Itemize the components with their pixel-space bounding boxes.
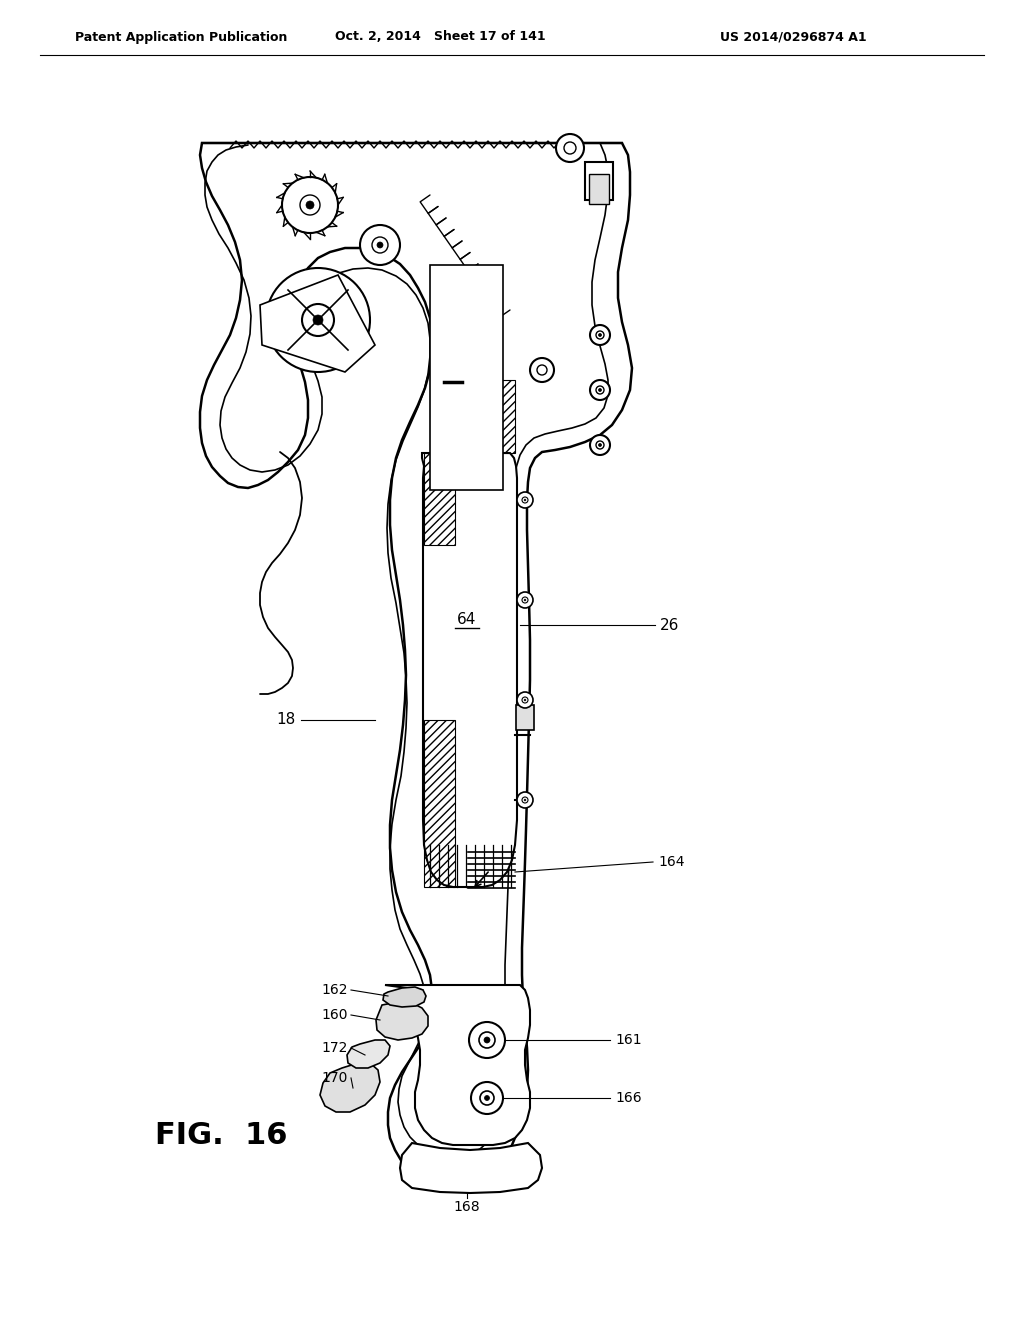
Bar — [589, 174, 609, 205]
Circle shape — [372, 238, 388, 253]
Polygon shape — [319, 1063, 380, 1111]
Text: 18: 18 — [276, 713, 296, 727]
Polygon shape — [400, 1143, 542, 1193]
Circle shape — [556, 135, 584, 162]
Circle shape — [522, 597, 528, 603]
Bar — [430, 265, 503, 490]
Circle shape — [596, 385, 604, 393]
Circle shape — [596, 331, 604, 339]
Circle shape — [480, 1092, 494, 1105]
Circle shape — [598, 334, 601, 337]
Circle shape — [377, 242, 383, 248]
Polygon shape — [422, 453, 517, 887]
Text: 160: 160 — [322, 1008, 348, 1022]
Text: Patent Application Publication: Patent Application Publication — [75, 30, 288, 44]
Circle shape — [300, 195, 319, 215]
Circle shape — [598, 444, 601, 446]
Circle shape — [596, 441, 604, 449]
Circle shape — [471, 1082, 503, 1114]
Circle shape — [524, 799, 526, 801]
Circle shape — [313, 315, 323, 325]
Text: 161: 161 — [615, 1034, 642, 1047]
Circle shape — [522, 498, 528, 503]
Circle shape — [302, 304, 334, 337]
Text: 162: 162 — [322, 983, 348, 997]
Text: FIG.  16: FIG. 16 — [155, 1121, 288, 1150]
Text: 170: 170 — [322, 1071, 348, 1085]
Circle shape — [517, 792, 534, 808]
Circle shape — [517, 591, 534, 609]
Polygon shape — [347, 1040, 390, 1068]
Circle shape — [524, 499, 526, 502]
Circle shape — [537, 366, 547, 375]
Circle shape — [469, 1022, 505, 1059]
Circle shape — [484, 1096, 489, 1101]
Text: 26: 26 — [660, 618, 679, 632]
Text: 168: 168 — [454, 1200, 480, 1214]
Text: 166: 166 — [615, 1092, 642, 1105]
Circle shape — [306, 201, 314, 209]
Circle shape — [522, 797, 528, 803]
Circle shape — [524, 599, 526, 601]
Text: Oct. 2, 2014   Sheet 17 of 141: Oct. 2, 2014 Sheet 17 of 141 — [335, 30, 546, 44]
Circle shape — [282, 177, 338, 234]
Polygon shape — [260, 275, 375, 372]
Bar — [516, 705, 534, 730]
Circle shape — [564, 143, 575, 154]
Circle shape — [517, 692, 534, 708]
Text: US 2014/0296874 A1: US 2014/0296874 A1 — [720, 30, 866, 44]
Circle shape — [524, 700, 526, 701]
Polygon shape — [200, 143, 632, 1187]
Circle shape — [590, 436, 610, 455]
Bar — [585, 162, 613, 201]
Circle shape — [266, 268, 370, 372]
Circle shape — [590, 325, 610, 345]
Circle shape — [522, 697, 528, 704]
Polygon shape — [376, 1002, 428, 1040]
Text: 64: 64 — [458, 612, 477, 627]
Polygon shape — [383, 987, 426, 1007]
Polygon shape — [385, 985, 530, 1144]
Text: 172: 172 — [322, 1041, 348, 1055]
Circle shape — [590, 380, 610, 400]
Circle shape — [479, 1032, 495, 1048]
Circle shape — [598, 388, 601, 392]
Circle shape — [360, 224, 400, 265]
Circle shape — [484, 1038, 490, 1043]
Text: 164: 164 — [658, 855, 684, 869]
Circle shape — [517, 492, 534, 508]
Circle shape — [530, 358, 554, 381]
